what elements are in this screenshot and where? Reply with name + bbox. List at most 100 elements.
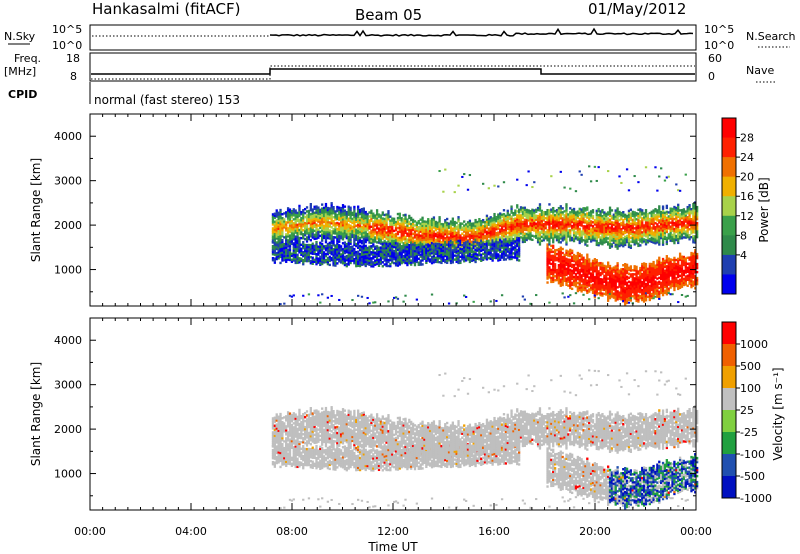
- power-cell: [336, 244, 339, 247]
- power-cell: [372, 261, 375, 264]
- power-cell: [364, 250, 367, 254]
- power-cell: [311, 222, 314, 225]
- power-cell: [338, 210, 341, 213]
- power-cell: [455, 231, 458, 235]
- power-cell: [588, 262, 591, 265]
- power-cell: [463, 258, 466, 261]
- power-cell: [292, 236, 295, 239]
- power-cell: [557, 210, 561, 214]
- power-cell: [612, 288, 615, 291]
- power-cell: [451, 241, 454, 244]
- power-cell: [599, 289, 602, 293]
- power-cell: [616, 229, 619, 232]
- power-cell: [417, 251, 420, 254]
- power-cell: [497, 219, 500, 222]
- power-cell: [474, 258, 477, 262]
- power-cell: [616, 270, 619, 273]
- power-cell: [487, 227, 490, 230]
- power-cell: [459, 249, 462, 253]
- power-cell: [553, 223, 557, 227]
- power-cell: [550, 250, 553, 254]
- power-cell: [446, 239, 449, 243]
- power-cell: [408, 238, 411, 242]
- power-cell: [608, 242, 612, 245]
- power-cell: [561, 237, 564, 240]
- power-cell: [500, 215, 504, 218]
- power-cell: [538, 225, 542, 228]
- power-cell: [451, 261, 454, 264]
- power-cell: [608, 290, 612, 294]
- power-cell: [616, 276, 619, 279]
- power-cell: [377, 215, 381, 218]
- power-cell: [597, 207, 600, 211]
- power-cell: [349, 214, 352, 217]
- power-cell: [360, 212, 364, 215]
- power-cell: [442, 190, 445, 193]
- power-cell: [353, 231, 356, 235]
- power-cell: [489, 224, 492, 227]
- power-cell: [449, 243, 453, 247]
- power-cell: [578, 170, 581, 173]
- power-cell: [438, 255, 441, 258]
- power-cell: [277, 229, 280, 232]
- power-cell: [283, 218, 286, 221]
- power-cell: [536, 214, 540, 218]
- power-cell: [567, 264, 570, 267]
- power-cell: [601, 228, 604, 232]
- power-cell: [512, 237, 515, 241]
- power-cell: [578, 229, 581, 233]
- power-cell: [413, 257, 417, 261]
- power-cell: [512, 225, 515, 229]
- power-cell: [565, 233, 568, 236]
- power-cell: [580, 266, 583, 269]
- power-cell: [569, 248, 572, 252]
- power-cell: [504, 224, 508, 228]
- power-cell: [625, 297, 629, 301]
- power-cell: [305, 238, 309, 241]
- power-cell: [298, 230, 301, 234]
- power-cell: [504, 214, 508, 218]
- power-cell: [633, 233, 636, 236]
- power-cell: [595, 259, 598, 262]
- power-cell: [423, 224, 426, 227]
- power-cell: [474, 246, 477, 250]
- power-cell: [576, 220, 579, 223]
- power-cell: [309, 233, 312, 236]
- power-cell: [464, 235, 468, 238]
- power-cell: [455, 250, 458, 253]
- power-cell: [627, 233, 631, 237]
- power-cell: [612, 280, 615, 283]
- power-cell: [271, 217, 275, 220]
- power-cell: [578, 276, 581, 280]
- power-cell: [508, 243, 511, 247]
- power-cell: [446, 235, 449, 239]
- power-cell: [586, 240, 589, 243]
- power-cell: [453, 244, 456, 247]
- power-cell: [279, 249, 282, 253]
- power-cell: [608, 206, 612, 209]
- power-cell: [627, 292, 631, 296]
- power-cell: [379, 246, 383, 249]
- power-cell: [550, 208, 553, 211]
- power-cell: [478, 221, 481, 225]
- power-cell: [612, 237, 615, 240]
- power-cell: [294, 241, 297, 244]
- power-cell: [364, 264, 367, 268]
- power-cell: [612, 217, 615, 220]
- power-cell: [434, 224, 437, 228]
- power-cell: [338, 232, 341, 235]
- power-cell: [319, 210, 322, 214]
- power-cell: [455, 221, 458, 225]
- power-cell: [428, 223, 432, 227]
- power-cell: [603, 292, 606, 296]
- power-cell: [319, 261, 322, 265]
- power-cell: [608, 214, 612, 217]
- power-cell: [400, 229, 403, 232]
- power-cell: [394, 260, 398, 263]
- power-cell: [569, 254, 572, 258]
- power-cell: [606, 261, 610, 264]
- power-cell: [588, 268, 591, 271]
- power-cell: [415, 254, 419, 258]
- power-cell: [338, 246, 341, 249]
- power-cell: [546, 232, 549, 236]
